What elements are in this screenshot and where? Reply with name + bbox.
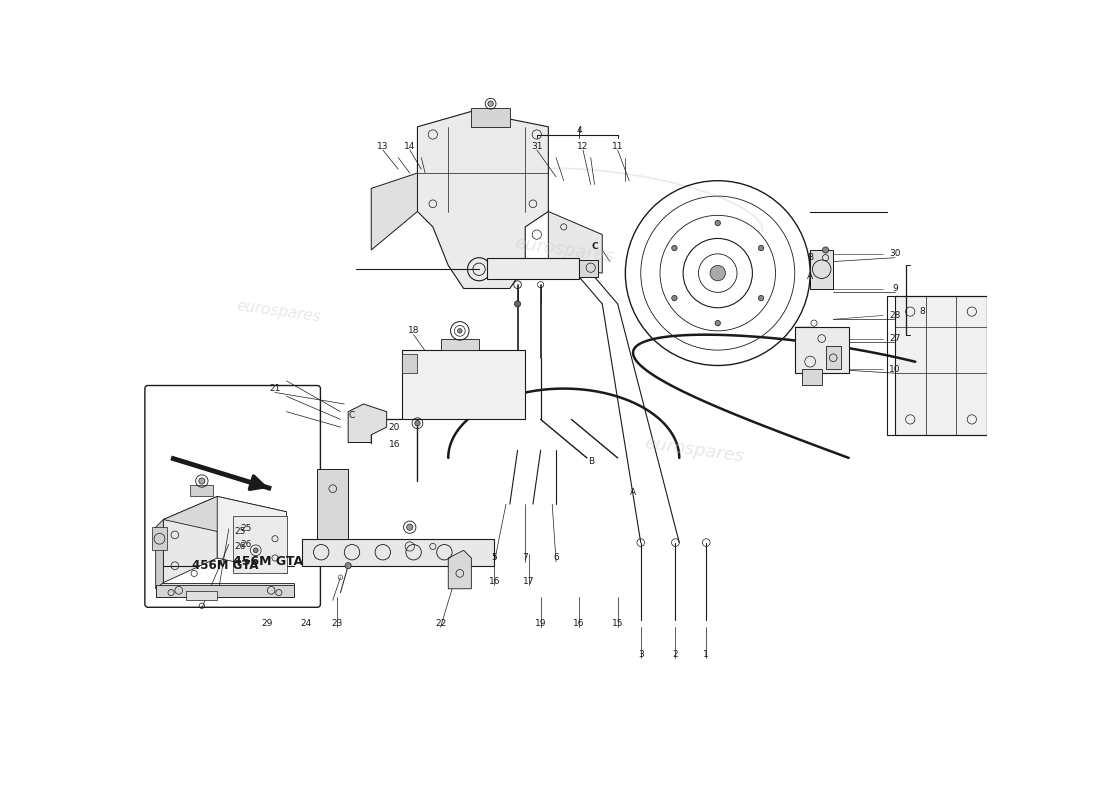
- Text: 4: 4: [576, 126, 582, 135]
- Circle shape: [199, 478, 205, 484]
- Text: 456M GTA: 456M GTA: [232, 555, 302, 568]
- Text: 16: 16: [573, 619, 585, 628]
- Text: 13: 13: [377, 142, 388, 150]
- Text: 25: 25: [234, 526, 246, 535]
- Polygon shape: [449, 550, 471, 589]
- Text: 7: 7: [522, 554, 528, 562]
- Text: 15: 15: [612, 619, 624, 628]
- Text: 16: 16: [488, 577, 501, 586]
- Text: 2: 2: [672, 650, 679, 658]
- Polygon shape: [163, 496, 286, 535]
- Bar: [301, 538, 494, 566]
- Circle shape: [711, 266, 726, 281]
- Text: C: C: [591, 242, 598, 250]
- Text: 21: 21: [270, 384, 280, 393]
- Bar: [232, 516, 286, 574]
- Circle shape: [407, 524, 412, 530]
- Bar: [318, 470, 348, 538]
- Text: 30: 30: [889, 250, 901, 258]
- Text: 24: 24: [300, 619, 311, 628]
- Text: eurospares: eurospares: [235, 298, 322, 325]
- Circle shape: [823, 247, 828, 253]
- Text: eurospares: eurospares: [644, 434, 746, 466]
- Text: 26: 26: [240, 540, 252, 549]
- Text: 18: 18: [408, 326, 419, 335]
- Text: 19: 19: [535, 619, 547, 628]
- Polygon shape: [156, 519, 163, 589]
- Text: 25: 25: [240, 524, 252, 534]
- Circle shape: [415, 421, 420, 426]
- Text: 28: 28: [889, 311, 901, 320]
- Circle shape: [758, 295, 763, 301]
- Text: 8: 8: [918, 307, 925, 316]
- Bar: [156, 585, 295, 597]
- Polygon shape: [894, 296, 987, 435]
- Text: 14: 14: [404, 142, 416, 150]
- Circle shape: [715, 220, 720, 226]
- Text: 456M GTA: 456M GTA: [191, 559, 258, 572]
- Text: 26: 26: [234, 542, 246, 551]
- Text: 5: 5: [492, 554, 497, 562]
- Text: 27: 27: [889, 334, 901, 343]
- Circle shape: [345, 562, 351, 569]
- Bar: [486, 258, 579, 279]
- Text: 31: 31: [531, 142, 542, 150]
- Bar: [440, 338, 478, 350]
- Bar: [402, 354, 417, 373]
- Text: B: B: [807, 253, 813, 262]
- Polygon shape: [218, 496, 286, 574]
- FancyBboxPatch shape: [145, 386, 320, 607]
- Bar: [402, 350, 526, 419]
- Text: 9: 9: [892, 284, 898, 293]
- Bar: [810, 250, 834, 289]
- Bar: [579, 260, 598, 277]
- Text: 20: 20: [388, 422, 400, 431]
- Circle shape: [715, 321, 720, 326]
- Text: 11: 11: [612, 142, 624, 150]
- Circle shape: [253, 548, 258, 553]
- Text: 10: 10: [889, 365, 901, 374]
- Text: A: A: [807, 273, 813, 282]
- Text: A: A: [630, 488, 636, 497]
- Circle shape: [458, 329, 462, 333]
- Polygon shape: [548, 211, 603, 273]
- Text: 17: 17: [524, 577, 535, 586]
- Circle shape: [672, 246, 678, 250]
- Text: 22: 22: [434, 619, 447, 628]
- Text: eurospares: eurospares: [513, 234, 615, 266]
- Text: 23: 23: [331, 619, 342, 628]
- Bar: [794, 327, 848, 373]
- Text: C: C: [349, 411, 355, 420]
- Polygon shape: [418, 111, 548, 289]
- Circle shape: [488, 101, 493, 106]
- Text: 12: 12: [578, 142, 588, 150]
- Bar: [152, 527, 167, 550]
- Text: 1: 1: [703, 650, 710, 658]
- Circle shape: [672, 295, 678, 301]
- Bar: [186, 591, 218, 600]
- Bar: [471, 107, 509, 126]
- Bar: [190, 485, 213, 496]
- Text: 16: 16: [388, 439, 400, 449]
- Bar: [156, 582, 295, 597]
- Bar: [802, 370, 822, 385]
- Text: 3: 3: [638, 650, 644, 658]
- Polygon shape: [163, 496, 218, 582]
- Circle shape: [758, 246, 763, 250]
- Text: 29: 29: [262, 619, 273, 628]
- Polygon shape: [348, 404, 387, 442]
- Bar: [887, 296, 988, 435]
- Circle shape: [515, 301, 520, 307]
- Text: 6: 6: [553, 554, 559, 562]
- Text: B: B: [587, 458, 594, 466]
- Bar: [825, 346, 840, 370]
- Polygon shape: [372, 173, 418, 250]
